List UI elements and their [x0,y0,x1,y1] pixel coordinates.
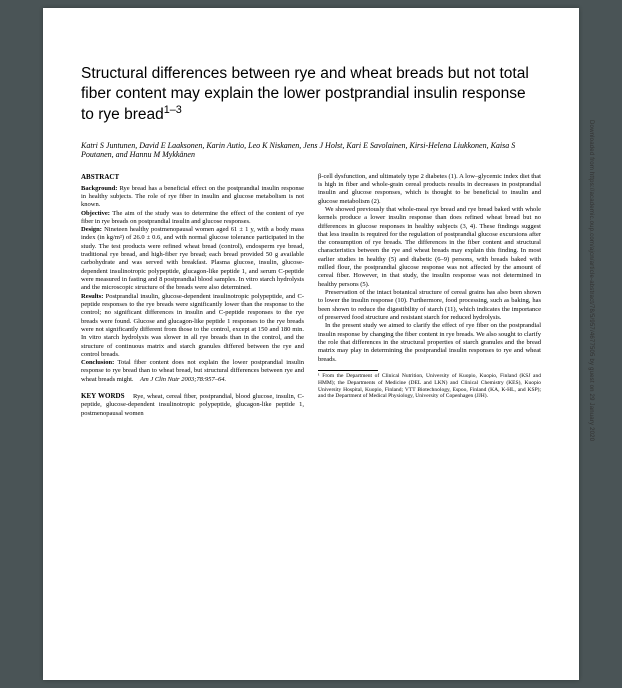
title-superscript: 1–3 [164,104,182,116]
left-column: ABSTRACT Background: Rye bread has a ben… [81,173,304,418]
conclusion-label: Conclusion: [81,359,114,366]
abstract-heading: ABSTRACT [81,173,304,182]
abstract-results: Results: Postprandial insulin, glucose-d… [81,293,304,360]
article-title: Structural differences between rye and w… [81,64,541,125]
right-column: β-cell dysfunction, and ultimately type … [318,173,541,418]
two-column-layout: ABSTRACT Background: Rye bread has a ben… [81,173,541,418]
background-label: Background: [81,185,117,192]
objective-text: The aim of the study was to determine th… [81,210,304,225]
author-list: Katri S Juntunen, David E Laaksonen, Kar… [81,141,541,159]
footnote: ¹ From the Department of Clinical Nutrit… [318,373,541,401]
objective-label: Objective: [81,210,110,217]
results-text: Postprandial insulin, glucose-dependent … [81,293,304,358]
keywords-block: KEY WORDS Rye, wheat, cereal fiber, post… [81,392,304,418]
intro-p4: In the present study we aimed to clarify… [318,322,541,364]
abstract-objective: Objective: The aim of the study was to d… [81,210,304,227]
results-label: Results: [81,293,103,300]
page: Structural differences between rye and w… [43,8,579,680]
intro-p1: β-cell dysfunction, and ultimately type … [318,173,541,206]
abstract-design: Design: Nineteen healthy postmenopausal … [81,226,304,293]
design-label: Design: [81,226,102,233]
download-watermark: Downloaded from https://academic.oup.com… [588,120,594,441]
title-text: Structural differences between rye and w… [81,65,529,123]
design-text: Nineteen healthy postmenopausal women ag… [81,226,304,291]
citation: Am J Clin Nutr 2003;78:957–64. [140,376,226,383]
intro-p3: Preservation of the intact botanical str… [318,289,541,322]
abstract-background: Background: Rye bread has a beneficial e… [81,185,304,210]
keywords-label: KEY WORDS [81,392,124,400]
intro-p2: We showed previously that whole-meal rye… [318,206,541,289]
footnote-rule [318,370,378,371]
abstract-conclusion: Conclusion: Total fiber content does not… [81,359,304,384]
